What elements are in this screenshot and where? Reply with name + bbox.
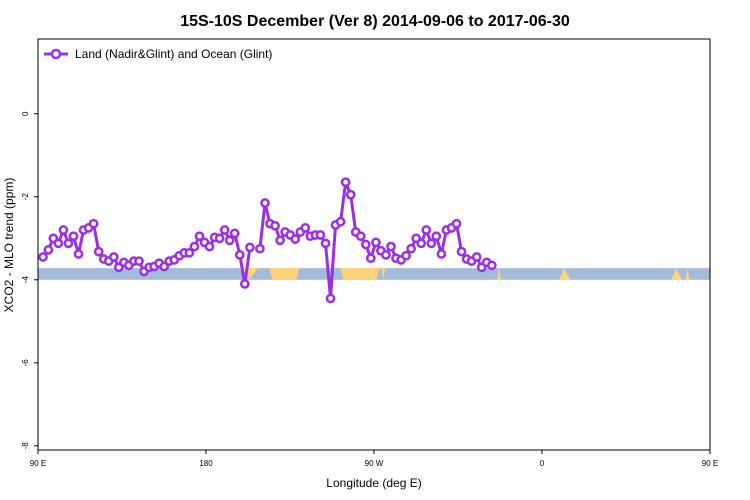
data-point [93,246,104,257]
data-point [88,218,99,229]
data-point [406,243,416,254]
data-point [63,238,74,249]
data-point [194,231,205,242]
data-point [421,225,432,235]
data-point [245,242,255,253]
data-point [270,220,280,231]
data-point [436,249,447,259]
data-point [340,177,351,188]
data-point [335,216,346,227]
series-layer [38,177,497,304]
x-tick-label: 0 [540,459,545,468]
data-point [275,235,285,246]
data-point [345,189,356,200]
data-point [431,231,442,242]
data-point [189,241,200,252]
land-band-region [685,268,690,280]
data-point [320,238,331,249]
data-point [300,223,311,233]
data-point [355,231,366,242]
legend-entry-label: Land (Nadir&Glint) and Ocean (Glint) [75,47,272,61]
data-point [371,237,381,248]
legend: Land (Nadir&Glint) and Ocean (Glint) [44,47,272,61]
x-tick-label: 90 W [365,459,384,468]
data-point [53,238,64,249]
data-point [451,218,462,229]
data-point [260,198,270,208]
land-band-region [497,268,501,280]
y-axis-ticks: 0 -2 -4 -6 -8 [21,111,38,449]
data-point [204,241,215,252]
data-point [58,225,69,235]
data-point [38,252,48,262]
x-tick-label: 180 [199,459,213,468]
land-band-region [670,268,682,280]
data-point [401,250,411,261]
data-point [43,245,54,255]
y-tick-label: 0 [21,111,30,116]
data-point [219,225,230,235]
legend-marker-swatch [50,48,62,60]
data-point [386,241,396,252]
data-point [486,260,497,271]
data-point [325,293,336,304]
data-point [255,243,265,254]
land-band-region [558,268,570,280]
data-point [471,252,482,262]
land-band-region [381,268,386,280]
data-point [315,230,326,240]
x-tick-label: 90 E [30,459,46,468]
data-point [360,239,371,250]
data-point [456,246,467,257]
y-tick-label: -2 [21,193,30,201]
data-point [239,279,250,289]
x-axis-label: Longitude (deg E) [326,476,421,490]
data-point [224,235,235,246]
data-point [229,228,240,239]
data-point [214,233,225,244]
data-point [73,249,84,259]
y-tick-label: -4 [21,276,30,284]
data-point [290,234,301,244]
data-point [381,250,391,260]
y-tick-label: -8 [21,442,30,450]
surface-bands [38,268,710,280]
data-point [234,250,245,260]
x-axis-ticks: 90 E 180 90 W 0 90 E [30,450,718,468]
data-point [68,231,79,242]
land-band-region [269,268,300,280]
chart-title: 15S-10S December (Ver 8) 2014-09-06 to 2… [180,13,570,30]
y-tick-label: -6 [21,359,30,367]
data-point [184,247,195,258]
y-axis-label: XCO2 - MLO trend (ppm) [2,178,16,313]
land-band-region [239,268,259,280]
data-point [108,252,119,262]
land-band-region [340,268,380,280]
data-point [134,256,144,266]
data-point [365,253,376,264]
x-tick-label: 90 E [702,459,718,468]
data-point [416,238,427,249]
data-point [426,238,437,249]
